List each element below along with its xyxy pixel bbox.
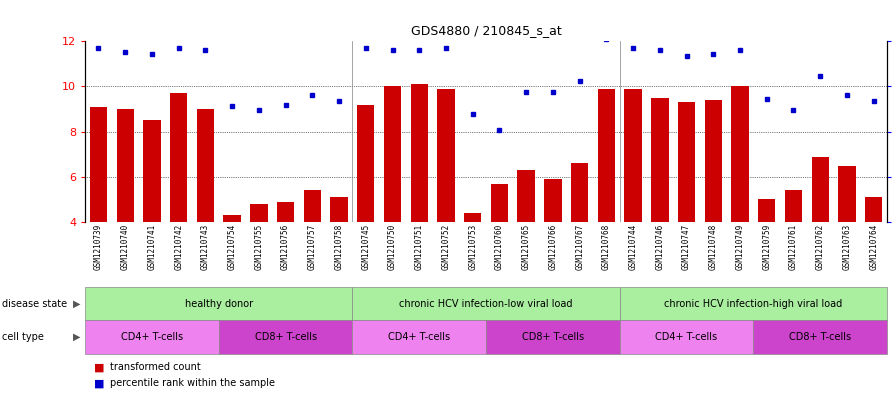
Text: GSM1210743: GSM1210743 (201, 224, 210, 270)
Text: GSM1210763: GSM1210763 (842, 224, 851, 270)
Bar (331, 197, 348, 222)
Bar (85, 287, 352, 320)
Bar (812, 156, 829, 222)
Bar (90, 107, 108, 222)
Text: GSM1210740: GSM1210740 (121, 224, 130, 270)
Bar (410, 84, 428, 222)
Text: CD8+ T-cells: CD8+ T-cells (254, 332, 316, 342)
Text: GSM1210757: GSM1210757 (308, 224, 317, 270)
Text: disease state: disease state (2, 299, 67, 309)
Text: GDS4880 / 210845_s_at: GDS4880 / 210845_s_at (410, 24, 562, 37)
Text: GSM1210741: GSM1210741 (148, 224, 157, 270)
Bar (704, 100, 722, 222)
Bar (625, 89, 642, 222)
Bar (571, 163, 589, 222)
Bar (620, 320, 754, 354)
Text: ■: ■ (94, 378, 105, 388)
Text: GSM1210754: GSM1210754 (228, 224, 237, 270)
Text: GSM1210744: GSM1210744 (629, 224, 638, 270)
Bar (277, 202, 294, 222)
Text: chronic HCV infection-high viral load: chronic HCV infection-high viral load (664, 299, 842, 309)
Text: CD4+ T-cells: CD4+ T-cells (121, 332, 183, 342)
Bar (352, 287, 620, 320)
Bar (437, 89, 454, 222)
Text: cell type: cell type (2, 332, 44, 342)
Text: GSM1210746: GSM1210746 (655, 224, 664, 270)
Text: CD8+ T-cells: CD8+ T-cells (789, 332, 851, 342)
Text: GSM1210749: GSM1210749 (736, 224, 745, 270)
Bar (839, 165, 856, 222)
Bar (170, 93, 187, 222)
Text: transformed count: transformed count (110, 362, 201, 373)
Bar (491, 184, 508, 222)
Bar (383, 86, 401, 222)
Text: GSM1210751: GSM1210751 (415, 224, 424, 270)
Text: GSM1210745: GSM1210745 (361, 224, 370, 270)
Bar (223, 215, 241, 222)
Bar (865, 197, 883, 222)
Bar (758, 199, 775, 222)
Text: GSM1210742: GSM1210742 (174, 224, 183, 270)
Text: GSM1210747: GSM1210747 (682, 224, 691, 270)
Bar (678, 102, 695, 222)
Text: GSM1210756: GSM1210756 (281, 224, 290, 270)
Bar (116, 109, 134, 222)
Text: GSM1210767: GSM1210767 (575, 224, 584, 270)
Text: GSM1210748: GSM1210748 (709, 224, 718, 270)
Text: GSM1210764: GSM1210764 (869, 224, 878, 270)
Bar (518, 170, 535, 222)
Text: chronic HCV infection-low viral load: chronic HCV infection-low viral load (400, 299, 573, 309)
Text: CD4+ T-cells: CD4+ T-cells (388, 332, 451, 342)
Text: GSM1210760: GSM1210760 (495, 224, 504, 270)
Bar (85, 320, 219, 354)
Text: GSM1210766: GSM1210766 (548, 224, 557, 270)
Text: ■: ■ (94, 362, 105, 373)
Bar (219, 320, 352, 354)
Bar (731, 86, 749, 222)
Bar (544, 179, 562, 222)
Text: GSM1210759: GSM1210759 (762, 224, 771, 270)
Text: GSM1210765: GSM1210765 (521, 224, 530, 270)
Text: percentile rank within the sample: percentile rank within the sample (110, 378, 275, 388)
Text: GSM1210753: GSM1210753 (469, 224, 478, 270)
Bar (143, 120, 160, 222)
Text: ▶: ▶ (73, 299, 81, 309)
Bar (358, 105, 375, 222)
Bar (197, 109, 214, 222)
Bar (304, 190, 321, 222)
Bar (598, 89, 615, 222)
Bar (754, 320, 887, 354)
Text: GSM1210755: GSM1210755 (254, 224, 263, 270)
Text: GSM1210762: GSM1210762 (815, 224, 824, 270)
Bar (651, 98, 668, 222)
Text: healthy donor: healthy donor (185, 299, 253, 309)
Text: ▶: ▶ (73, 332, 81, 342)
Text: GSM1210739: GSM1210739 (94, 224, 103, 270)
Text: CD8+ T-cells: CD8+ T-cells (521, 332, 584, 342)
Bar (352, 320, 486, 354)
Text: GSM1210758: GSM1210758 (334, 224, 343, 270)
Bar (486, 320, 620, 354)
Bar (250, 204, 268, 222)
Text: GSM1210752: GSM1210752 (442, 224, 451, 270)
Bar (464, 213, 481, 222)
Text: CD4+ T-cells: CD4+ T-cells (656, 332, 718, 342)
Text: GSM1210761: GSM1210761 (789, 224, 798, 270)
Bar (620, 287, 887, 320)
Bar (785, 190, 802, 222)
Text: GSM1210750: GSM1210750 (388, 224, 397, 270)
Text: GSM1210768: GSM1210768 (602, 224, 611, 270)
